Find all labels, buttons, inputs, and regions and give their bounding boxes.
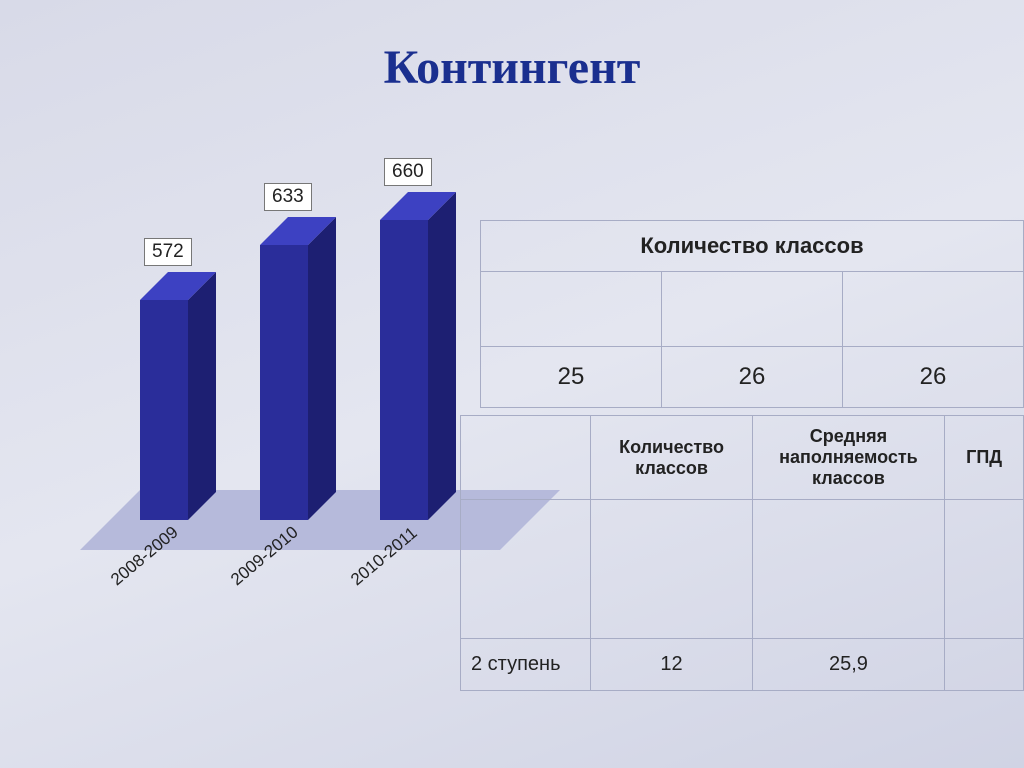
details-cell [461, 500, 591, 639]
details-row-label: 2 ступень [461, 639, 591, 691]
chart-bar-face [140, 300, 188, 520]
classes-count-value: 26 [662, 347, 843, 408]
classes-count-subhead-row [481, 272, 1024, 347]
classes-count-subhead [481, 272, 662, 347]
details-header: Количество классов [591, 416, 752, 500]
classes-count-table: Количество классов 25 26 26 [480, 220, 1024, 408]
details-cell [752, 500, 945, 639]
page-title: Контингент [0, 40, 1024, 95]
classes-count-subhead [843, 272, 1024, 347]
chart-bar-face [380, 220, 428, 520]
chart-bar-value-label: 660 [384, 158, 432, 186]
details-cell: 12 [591, 639, 752, 691]
classes-count-header: Количество классов [481, 221, 1024, 272]
details-data-row: 2 ступень 12 25,9 [461, 639, 1024, 691]
details-cell [591, 500, 752, 639]
chart-bar-value-label: 633 [264, 183, 312, 211]
details-header-row: Количество классов Средняя наполняемость… [461, 416, 1024, 500]
details-cell [945, 500, 1024, 639]
classes-count-subhead [662, 272, 843, 347]
details-empty-row [461, 500, 1024, 639]
details-table: Количество классов Средняя наполняемость… [460, 415, 1024, 691]
chart-bar-face [260, 245, 308, 520]
chart-bar-side [308, 217, 336, 520]
slide: Контингент 5722008-20096332009-201066020… [0, 0, 1024, 768]
details-cell: 25,9 [752, 639, 945, 691]
details-header: ГПД [945, 416, 1024, 500]
bar-chart: 5722008-20096332009-20106602010-2011 [80, 130, 500, 610]
details-header [461, 416, 591, 500]
details-header: Средняя наполняемость классов [752, 416, 945, 500]
classes-count-values-row: 25 26 26 [481, 347, 1024, 408]
chart-bar-side [188, 272, 216, 520]
details-cell [945, 639, 1024, 691]
classes-count-value: 25 [481, 347, 662, 408]
classes-count-value: 26 [843, 347, 1024, 408]
chart-bar-value-label: 572 [144, 238, 192, 266]
chart-bar [260, 245, 308, 520]
chart-bar-side [428, 192, 456, 520]
chart-bar [380, 220, 428, 520]
chart-bar [140, 300, 188, 520]
